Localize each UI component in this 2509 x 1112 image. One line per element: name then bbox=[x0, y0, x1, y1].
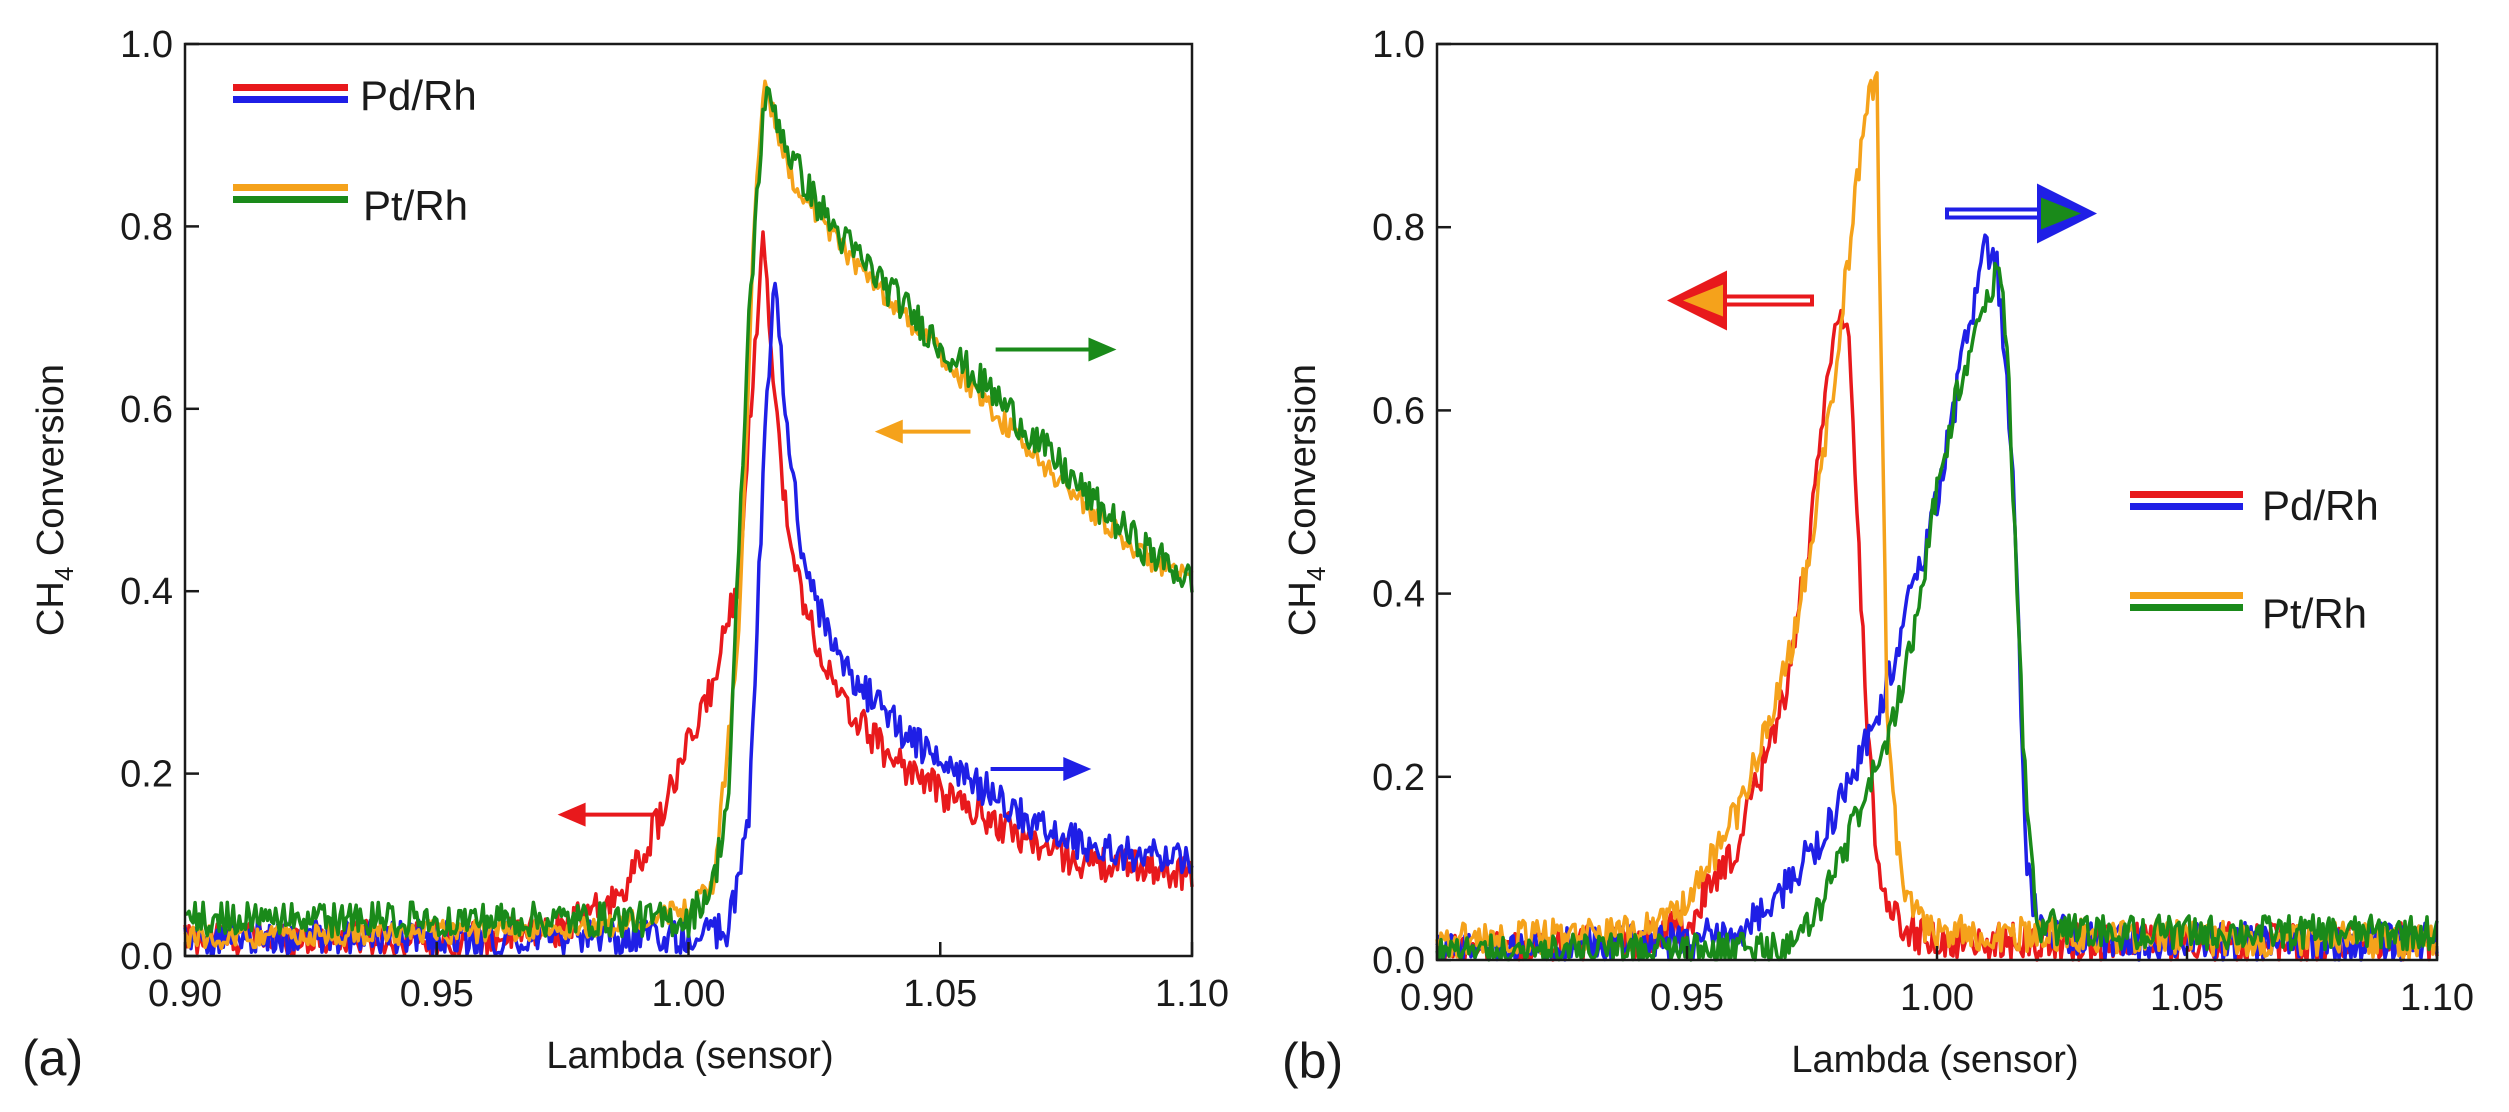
panel-b-arrows-layer bbox=[1667, 183, 2097, 331]
panel-b-legend-ptrh-swatch-lean bbox=[2130, 592, 2243, 599]
panel-b-legend: Pd/Rh Pt/Rh bbox=[2130, 482, 2379, 637]
panel-a-x-tick-label: 1.05 bbox=[903, 973, 977, 1015]
panel-b-y-axis-label: CH4 Conversion bbox=[1282, 364, 1331, 636]
panel-b-y-tick-label: 0.6 bbox=[1372, 390, 1425, 432]
panel-a-ticks-layer: 0.90 0.95 1.00 1.05 1.10 0.0 0.2 0.4 0.6 0.8 1.0 bbox=[120, 24, 1229, 1015]
panel-b-y-tick-label: 0.4 bbox=[1372, 574, 1425, 616]
panel-a-legend: Pd/Rh Pt/Rh bbox=[233, 72, 477, 229]
panel-a-arrows-layer bbox=[557, 337, 1117, 827]
panel-b-y-label-sub: 4 bbox=[1301, 567, 1331, 581]
panel-a-y-tick-label: 0.8 bbox=[120, 206, 173, 248]
panel-b-x-axis-label: Lambda (sensor) bbox=[1791, 1039, 2078, 1081]
panel-a-legend-ptrh-swatch-rich bbox=[233, 196, 348, 203]
panel-a-y-axis-label: CH4 Conversion bbox=[30, 364, 79, 636]
panel-a-x-tick-label: 0.95 bbox=[400, 973, 474, 1015]
panel-b-x-tick-label: 1.05 bbox=[2150, 977, 2224, 1019]
panel-b-legend-pdrh-swatch-lean bbox=[2130, 491, 2243, 498]
panel-b-y-tick-label: 1.0 bbox=[1372, 24, 1425, 66]
panel-b-x-tick-label: 1.10 bbox=[2400, 977, 2474, 1019]
panel-a-series-pt_rich-line bbox=[184, 85, 1194, 939]
panel-a-legend-pdrh-swatch-lean bbox=[233, 84, 348, 91]
panel-b-legend-pdrh-swatch-rich bbox=[2130, 503, 2243, 510]
panel-b-y-tick-label: 0.2 bbox=[1372, 757, 1425, 799]
panel-b-label: (b) bbox=[1282, 1033, 1343, 1089]
panel-a-arrow-left-pt_lean bbox=[874, 419, 971, 444]
panel-a: 0.90 0.95 1.00 1.05 1.10 0.0 0.2 0.4 0.6 0.8 1.0 L… bbox=[22, 24, 1229, 1086]
svg-text:CH4 Conversion: CH4 Conversion bbox=[1282, 364, 1331, 636]
panel-b-y-label-ch: CH bbox=[1282, 581, 1324, 636]
panel-a-series-layer bbox=[183, 79, 1194, 957]
panel-a-x-tick-label: 1.10 bbox=[1155, 973, 1229, 1015]
panel-a-arrow-left-pd_lean bbox=[557, 802, 654, 827]
panel-a-y-label-rest: Conversion bbox=[30, 364, 72, 567]
panel-a-y-tick-label: 0.4 bbox=[120, 571, 173, 613]
svg-text:CH4 Conversion: CH4 Conversion bbox=[30, 364, 79, 636]
panel-b-arrow-right-pd_rich bbox=[1945, 183, 2097, 244]
panel-a-legend-ptrh-label: Pt/Rh bbox=[363, 182, 468, 229]
panel-b-y-tick-label: 0.0 bbox=[1372, 940, 1425, 982]
panel-a-arrow-right-pd_rich bbox=[990, 757, 1092, 782]
panel-a-y-tick-label: 0.6 bbox=[120, 389, 173, 431]
panel-a-x-tick-label: 0.90 bbox=[148, 973, 222, 1015]
panel-a-legend-pdrh-label: Pd/Rh bbox=[360, 72, 477, 119]
panel-b-ticks-layer: 0.90 0.95 1.00 1.05 1.10 0.0 0.2 0.4 0.6 0.8 1.0 bbox=[1372, 24, 2474, 1019]
panel-a-y-label-sub: 4 bbox=[49, 567, 79, 581]
panel-b-x-tick-label: 0.90 bbox=[1400, 977, 1474, 1019]
panel-a-legend-pdrh-swatch-rich bbox=[233, 96, 348, 103]
panel-a-label: (a) bbox=[22, 1030, 83, 1086]
panel-a-x-axis-label: Lambda (sensor) bbox=[546, 1035, 833, 1077]
panel-b-series-pt_rich-line bbox=[1435, 261, 2439, 962]
panel-a-y-label-ch: CH bbox=[30, 581, 72, 636]
panel-b-x-tick-label: 0.95 bbox=[1650, 977, 1724, 1019]
panel-b-legend-pdrh-label: Pd/Rh bbox=[2262, 482, 2379, 529]
panel-a-y-tick-label: 0.2 bbox=[120, 754, 173, 796]
panel-b-y-tick-label: 0.8 bbox=[1372, 207, 1425, 249]
panel-a-y-tick-label: 1.0 bbox=[120, 24, 173, 66]
panel-a-x-tick-label: 1.00 bbox=[652, 973, 726, 1015]
panel-a-arrow-right-pt_rich bbox=[995, 337, 1117, 362]
panel-b-x-tick-label: 1.00 bbox=[1900, 977, 1974, 1019]
panel-a-series-pd_lean-line bbox=[183, 230, 1194, 957]
panel-b: 0.90 0.95 1.00 1.05 1.10 0.0 0.2 0.4 0.6 0.8 1.0 L… bbox=[1282, 24, 2474, 1089]
panel-b-y-label-rest: Conversion bbox=[1282, 364, 1324, 567]
panel-a-y-tick-label: 0.0 bbox=[120, 936, 173, 978]
panel-b-legend-ptrh-label: Pt/Rh bbox=[2262, 590, 2367, 637]
panel-b-legend-ptrh-swatch-rich bbox=[2130, 604, 2243, 611]
panel-b-arrow-left-pd_lean bbox=[1667, 270, 1814, 331]
panel-a-legend-ptrh-swatch-lean bbox=[233, 184, 348, 191]
